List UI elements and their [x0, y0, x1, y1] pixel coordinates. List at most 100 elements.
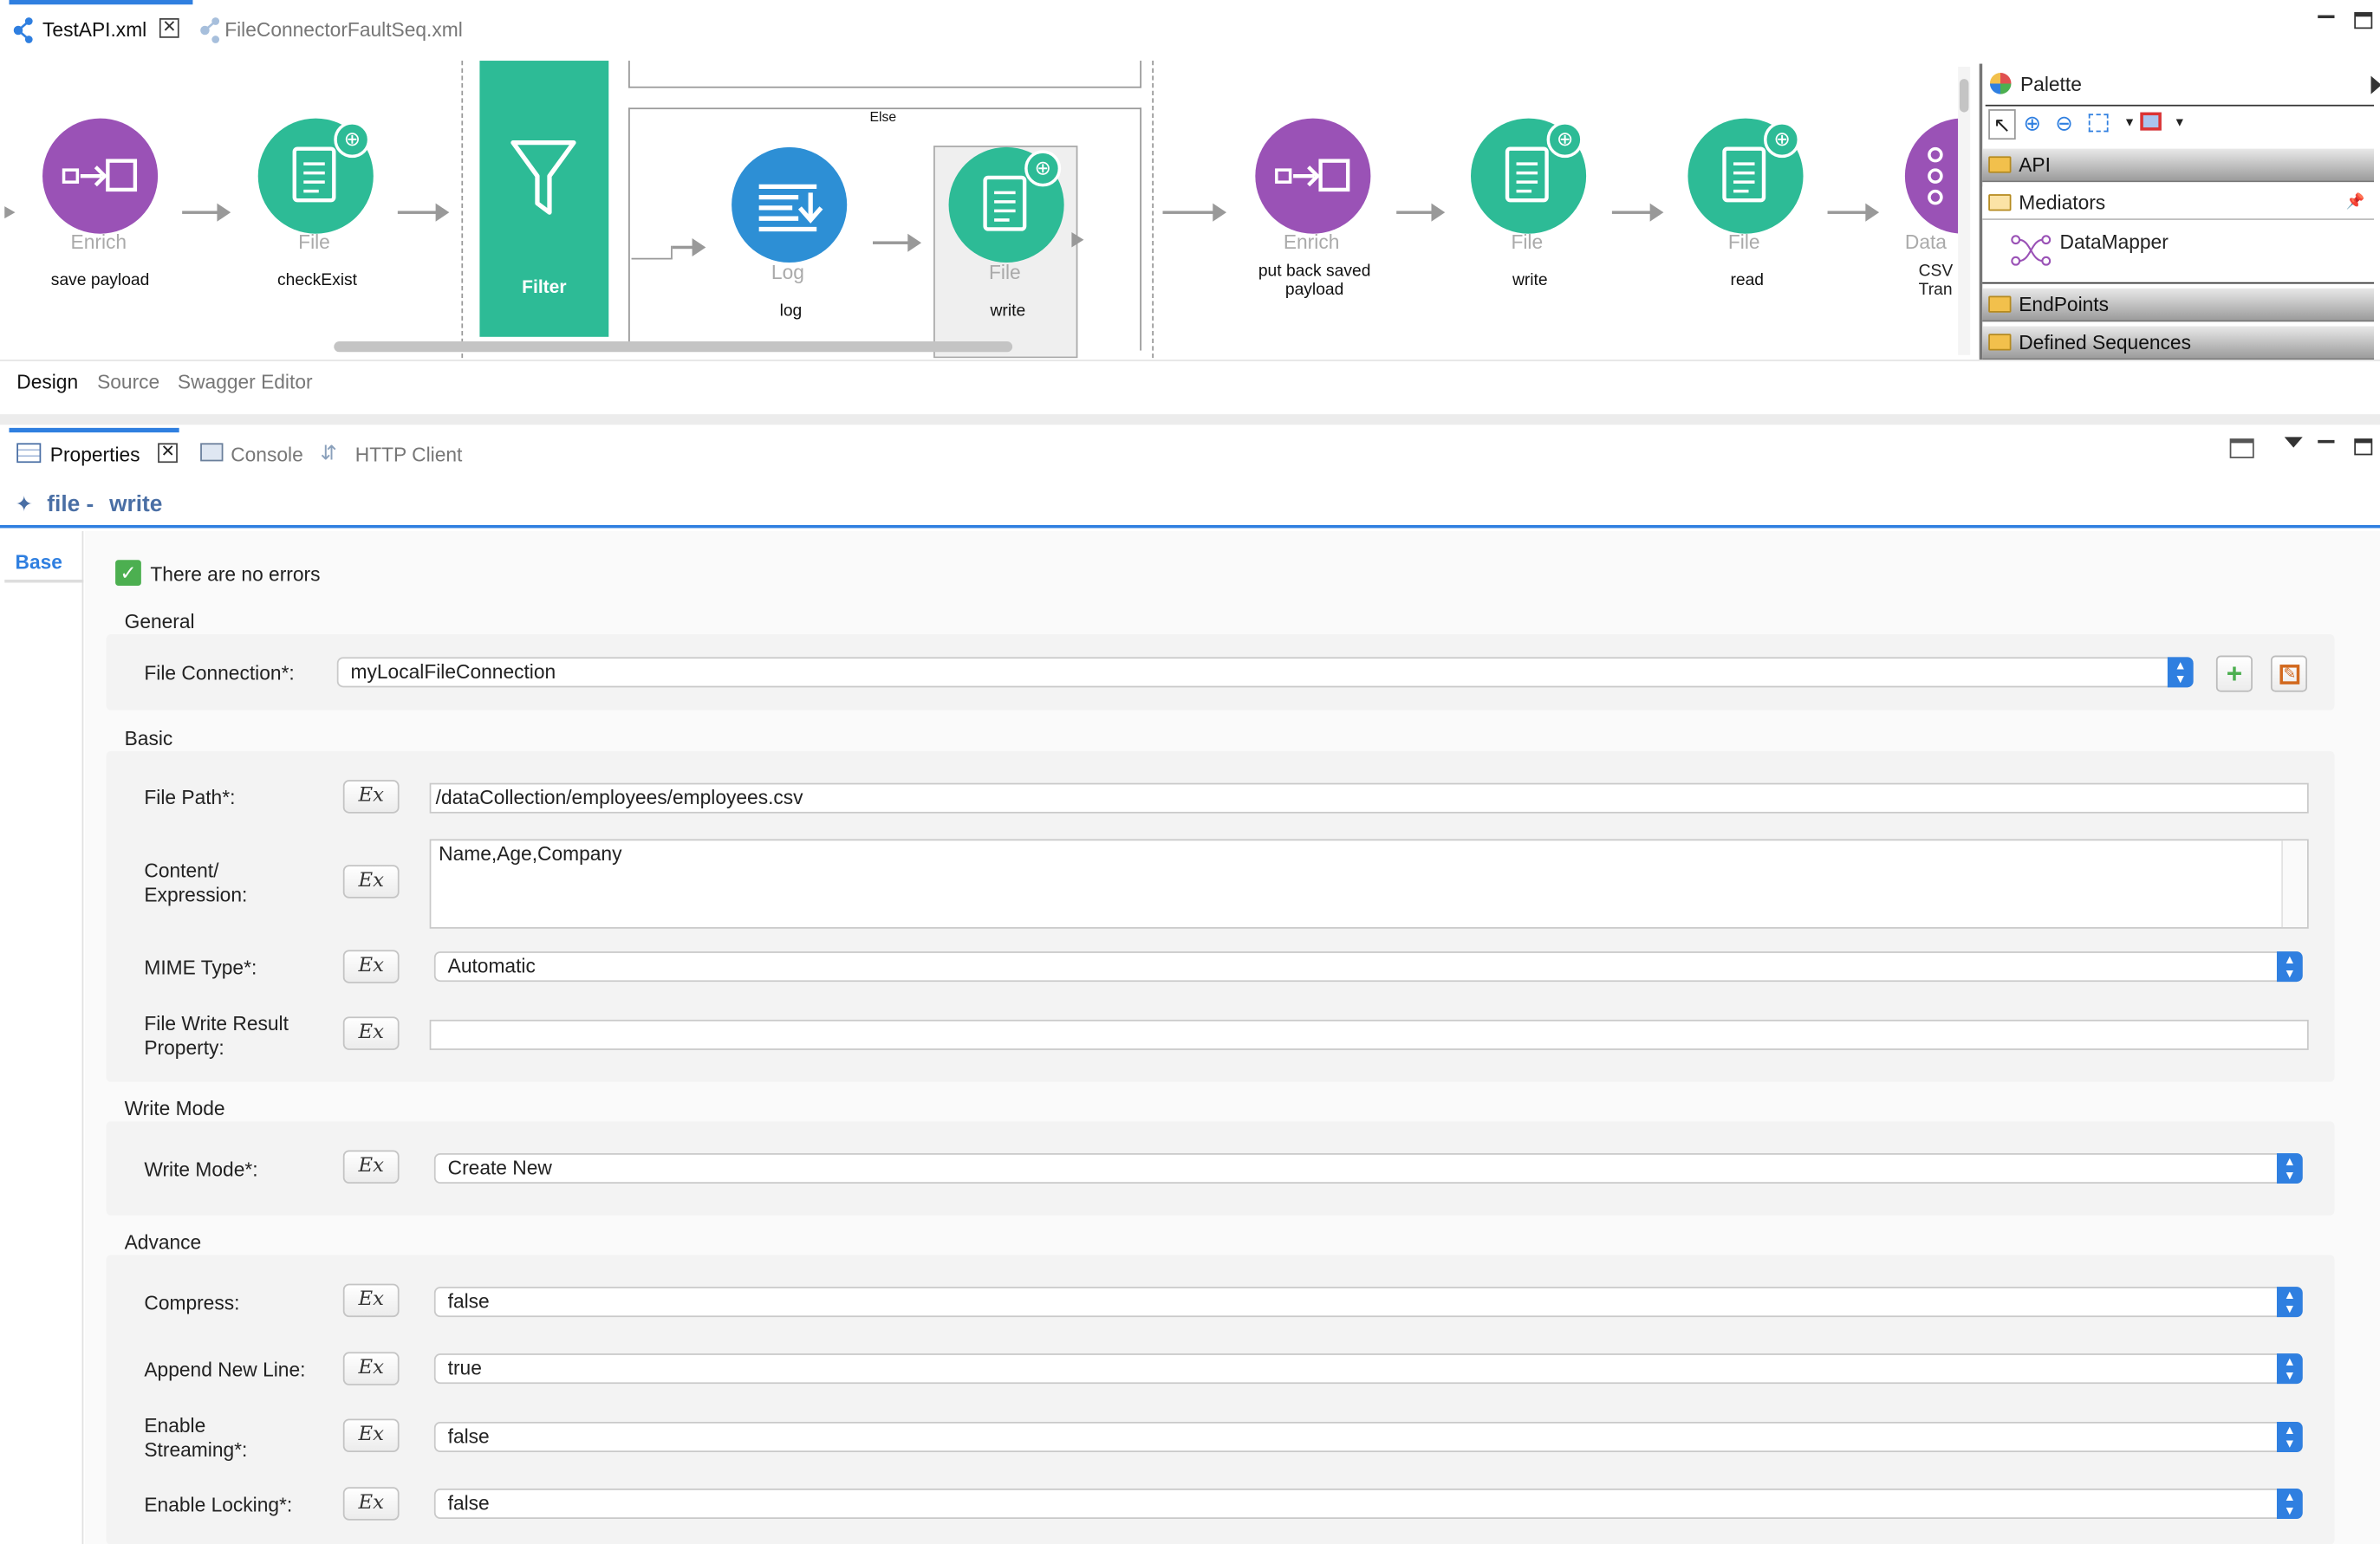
enable-streaming-select[interactable]: false ▲ ▼ — [433, 1421, 2303, 1452]
zoom-in-icon[interactable]: ⊕ — [2023, 110, 2042, 135]
datamapper-mediator-node[interactable] — [1904, 118, 1959, 234]
file-icon — [1722, 146, 1766, 203]
connection-tool-icon[interactable] — [2140, 112, 2162, 131]
filter-boundary-left — [461, 61, 464, 359]
tab-design[interactable]: Design — [16, 370, 79, 393]
log-mediator-node[interactable] — [732, 146, 848, 263]
expression-toggle-button[interactable]: Ex — [342, 950, 400, 983]
marquee-tool-icon[interactable] — [2088, 114, 2109, 133]
palette-divider — [1982, 282, 2375, 284]
content-textarea[interactable]: Name,Age,Company — [429, 839, 2309, 929]
design-canvas[interactable]: Enrich save payload ⊕ File checkExist Fi… — [0, 61, 1959, 359]
sequence-icon — [200, 17, 220, 43]
enrich-mediator-node[interactable] — [42, 118, 159, 234]
file-icon — [983, 175, 1027, 231]
zoom-out-icon[interactable]: ⊖ — [2055, 110, 2073, 135]
canvas-horizontal-scrollbar[interactable] — [334, 341, 1013, 353]
expression-toggle-button[interactable]: Ex — [342, 1352, 400, 1385]
palette-group-mediators[interactable]: Mediators 📌 — [1982, 186, 2375, 220]
result-property-input[interactable] — [429, 1019, 2309, 1050]
properties-title-bar: ✦ file - write — [0, 483, 2380, 529]
expression-toggle-button[interactable]: Ex — [342, 1418, 400, 1452]
edit-connection-button[interactable]: ✎ — [2270, 655, 2307, 692]
dropdown-arrow-icon[interactable]: ▼ — [2173, 115, 2186, 129]
select-value: false — [447, 1491, 490, 1515]
expression-toggle-button[interactable]: Ex — [342, 1150, 400, 1184]
palette-toolbar: ↖ ⊕ ⊖ ▼ ▼ — [1985, 104, 2375, 141]
flow-arrow — [397, 203, 450, 222]
tab-properties[interactable]: Properties ✕ — [16, 442, 184, 470]
folder-icon — [1988, 156, 2012, 173]
node-type-label: File — [298, 230, 330, 254]
minimize-icon[interactable] — [2318, 15, 2335, 19]
node-type-label: Data — [1904, 230, 1947, 254]
else-label: Else — [869, 109, 897, 125]
palette-collapse-icon[interactable] — [2370, 75, 2380, 94]
palette-group-endpoints[interactable]: EndPoints — [1982, 288, 2375, 322]
node-label: save payload — [50, 271, 150, 290]
tab-source[interactable]: Source — [97, 370, 160, 393]
palette-group-defined-sequences[interactable]: Defined Sequences — [1982, 326, 2375, 360]
expression-toggle-button[interactable]: Ex — [342, 865, 400, 899]
minimize-icon[interactable] — [2318, 439, 2335, 444]
palette-item-datamapper[interactable]: DataMapper — [2010, 228, 2313, 268]
pin-icon[interactable]: 📌 — [2345, 194, 2365, 211]
palette-title: Palette — [2019, 73, 2082, 96]
tab-console[interactable]: Console — [200, 442, 314, 470]
enable-locking-select[interactable]: false ▲ ▼ — [433, 1489, 2303, 1520]
enrich-icon — [1275, 159, 1350, 192]
editor-tab-testapi[interactable]: TestAPI.xml ✕ — [12, 16, 192, 44]
flow-arrow — [1162, 203, 1227, 222]
section-advance: Advance — [124, 1230, 202, 1254]
enable-locking-label: Enable Locking*: — [144, 1493, 293, 1516]
filter-mediator-block[interactable]: Filter — [479, 61, 609, 337]
append-new-line-select[interactable]: true ▲ ▼ — [433, 1353, 2303, 1385]
maximize-icon[interactable] — [2354, 438, 2373, 456]
else-branch-box — [628, 107, 1141, 351]
compress-select[interactable]: false ▲ ▼ — [433, 1287, 2303, 1318]
dropdown-arrow-icon[interactable]: ▼ — [2123, 115, 2136, 129]
textarea-scrollbar[interactable] — [2281, 840, 2307, 928]
expression-toggle-button[interactable]: Ex — [342, 780, 400, 814]
expression-toggle-button[interactable]: Ex — [342, 1487, 400, 1521]
editor-tab-label: FileConnectorFaultSeq.xml — [224, 18, 463, 42]
palette-group-label: API — [2019, 152, 2051, 177]
select-value: false — [447, 1289, 490, 1313]
side-tab-base[interactable]: Base — [4, 543, 84, 583]
write-mode-select[interactable]: Create New ▲ ▼ — [433, 1152, 2303, 1184]
validation-status: ✓ There are no errors — [115, 560, 419, 587]
file-connection-select[interactable]: myLocalFileConnection ▲ ▼ — [336, 657, 2194, 688]
expression-toggle-button[interactable]: Ex — [342, 1283, 400, 1318]
tab-swagger-editor[interactable]: Swagger Editor — [177, 370, 313, 393]
content-label-line1: Content/ — [144, 859, 219, 882]
node-label: write — [1512, 271, 1548, 290]
palette-item-label: DataMapper — [2059, 230, 2169, 254]
mime-type-select[interactable]: Automatic ▲ ▼ — [433, 951, 2303, 983]
checkmark-icon: ✓ — [115, 560, 141, 587]
section-write-mode: Write Mode — [124, 1097, 225, 1120]
select-tool-icon[interactable]: ↖ — [1988, 109, 2016, 140]
folder-icon — [1988, 194, 2012, 211]
file-path-input[interactable]: /dataCollection/employees/employees.csv — [429, 782, 2309, 814]
palette-group-api[interactable]: API — [1982, 148, 2375, 183]
maximize-icon[interactable] — [2354, 12, 2373, 29]
close-icon[interactable]: ✕ — [158, 443, 178, 464]
append-new-line-label: Append New Line: — [144, 1358, 306, 1381]
expression-toggle-button[interactable]: Ex — [342, 1016, 400, 1050]
enrich-mediator-node[interactable] — [1255, 118, 1371, 234]
tab-http-client[interactable]: ⇵ HTTP Client — [321, 442, 472, 470]
canvas-start-arrow — [4, 206, 16, 219]
connector-plug-icon: ⊕ — [1764, 121, 1801, 159]
editor-tab-faultseq[interactable]: FileConnectorFaultSeq.xml — [198, 16, 487, 44]
scrollbar-thumb[interactable] — [1959, 79, 1969, 113]
view-menu-icon[interactable] — [2284, 437, 2303, 448]
editor-tab-bar: TestAPI.xml ✕ FileConnectorFaultSeq.xml — [0, 0, 2380, 62]
close-icon[interactable]: ✕ — [159, 18, 179, 38]
enable-streaming-label-line1: Enable — [144, 1414, 206, 1437]
datamapper-icon — [1928, 146, 1943, 205]
add-connection-button[interactable]: + — [2215, 655, 2253, 692]
node-type-label: File — [1511, 230, 1544, 254]
new-window-icon[interactable] — [2229, 438, 2254, 458]
palette-group-label: Defined Sequences — [2019, 330, 2191, 354]
canvas-vertical-scrollbar[interactable] — [1958, 67, 1971, 355]
